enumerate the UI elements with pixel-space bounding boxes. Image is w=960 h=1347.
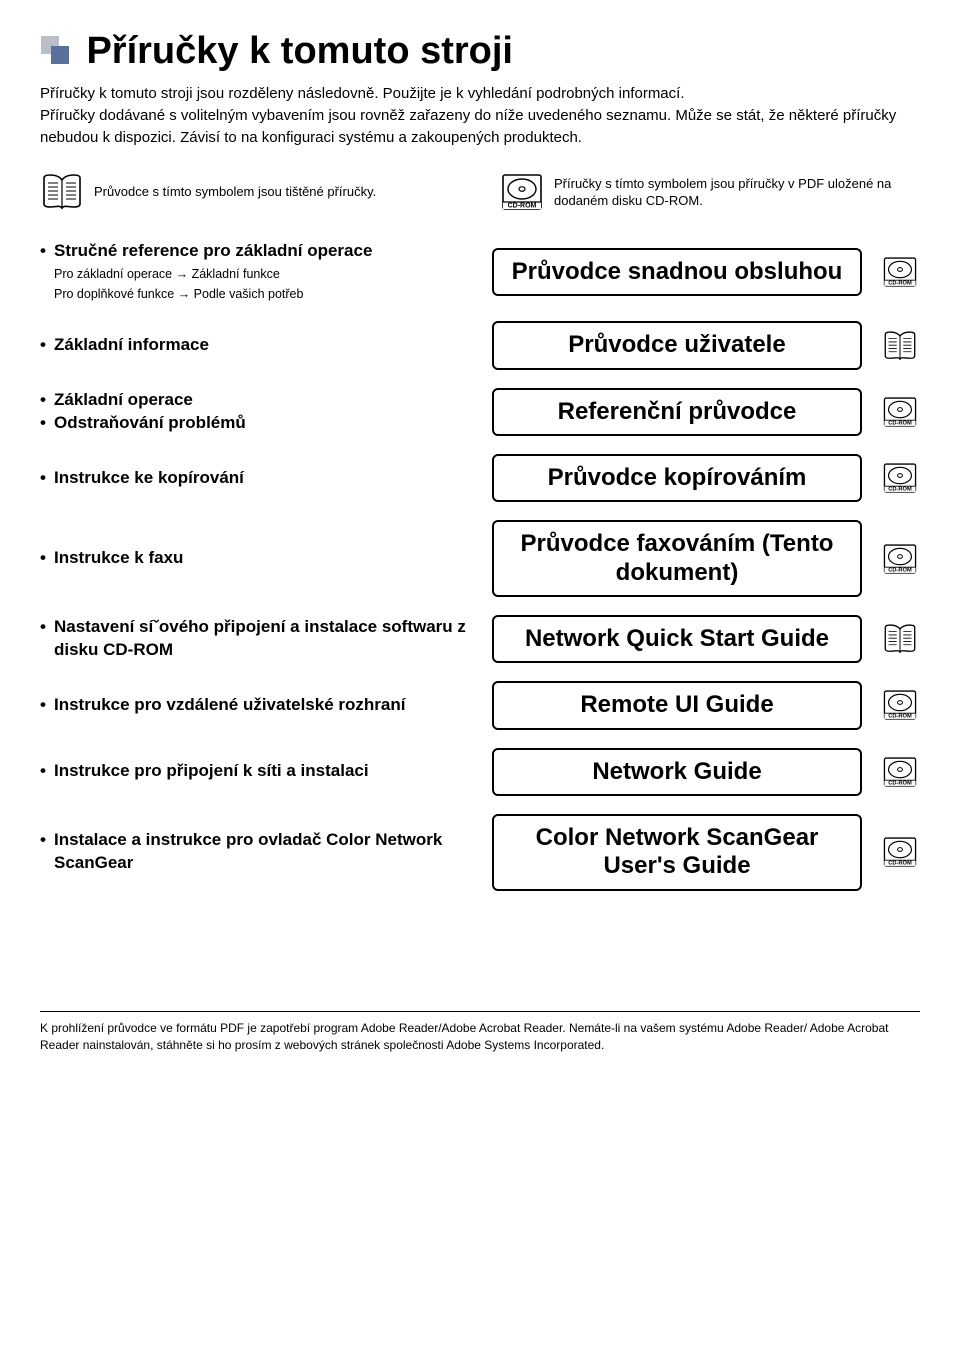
cd-rom-icon bbox=[880, 461, 920, 495]
cd-rom-icon bbox=[880, 835, 920, 869]
guide-row: Instrukce ke kopírování Průvodce kopírová… bbox=[40, 454, 920, 502]
left-sub-item: Pro základní operace → Základní funkce bbox=[40, 265, 474, 283]
legend-printed: Průvodce s tímto symbolem jsou tištěné p… bbox=[40, 172, 460, 212]
row-left: Nastavení síˇového připojení a instalace… bbox=[40, 616, 474, 662]
guide-box: Průvodce kopírováním bbox=[492, 454, 862, 502]
cd-rom-icon bbox=[880, 755, 920, 789]
legend-row: Průvodce s tímto symbolem jsou tištěné p… bbox=[40, 172, 920, 212]
guide-box: Network Quick Start Guide bbox=[492, 615, 862, 663]
row-left: Instrukce pro vzdálené uživatelské rozhr… bbox=[40, 694, 474, 717]
guide-box: Color Network ScanGear User's Guide bbox=[492, 814, 862, 891]
left-bullet-item: Základní operace bbox=[40, 389, 474, 412]
legend-cdrom-text: Příručky s tímto symbolem jsou příručky … bbox=[554, 175, 920, 210]
cd-rom-icon bbox=[880, 688, 920, 722]
cd-rom-icon bbox=[880, 542, 920, 576]
left-bullet-item: Instrukce ke kopírování bbox=[40, 467, 474, 490]
left-bullet-item: Instrukce pro vzdálené uživatelské rozhr… bbox=[40, 694, 474, 717]
left-bullet-item: Základní informace bbox=[40, 334, 474, 357]
guide-row: Instrukce k faxu Průvodce faxováním (Tent… bbox=[40, 520, 920, 597]
left-bullet-item: Odstraňování problémů bbox=[40, 412, 474, 435]
book-icon bbox=[880, 329, 920, 363]
header-squares-icon bbox=[40, 35, 74, 69]
legend-printed-text: Průvodce s tímto symbolem jsou tištěné p… bbox=[94, 183, 376, 201]
row-left: Instrukce ke kopírování bbox=[40, 467, 474, 490]
left-bullet-item: Stručné reference pro základní operace bbox=[40, 240, 474, 263]
guide-rows: Stručné reference pro základní operace Pr… bbox=[40, 240, 920, 890]
left-bullet-item: Nastavení síˇového připojení a instalace… bbox=[40, 616, 474, 662]
row-left: Instalace a instrukce pro ovladač Color … bbox=[40, 829, 474, 875]
left-sub-item: Pro doplňkové funkce → Podle vašich potř… bbox=[40, 285, 474, 303]
row-left: Základní operaceOdstraňování problémů bbox=[40, 389, 474, 435]
row-left: Instrukce k faxu bbox=[40, 547, 474, 570]
left-bullet-item: Instrukce k faxu bbox=[40, 547, 474, 570]
row-left: Stručné reference pro základní operace Pr… bbox=[40, 240, 474, 303]
page-title: Příručky k tomuto stroji bbox=[86, 30, 513, 72]
footer-separator bbox=[40, 1011, 920, 1012]
guide-row: Instrukce pro připojení k síti a instala… bbox=[40, 748, 920, 796]
book-icon bbox=[880, 622, 920, 656]
guide-row: Základní informace Průvodce uživatele bbox=[40, 321, 920, 369]
guide-box: Průvodce snadnou obsluhou bbox=[492, 248, 862, 296]
guide-box: Referenční průvodce bbox=[492, 388, 862, 436]
guide-row: Instalace a instrukce pro ovladač Color … bbox=[40, 814, 920, 891]
row-left: Instrukce pro připojení k síti a instala… bbox=[40, 760, 474, 783]
guide-row: Stručné reference pro základní operace Pr… bbox=[40, 240, 920, 303]
guide-box: Průvodce faxováním (Tento dokument) bbox=[492, 520, 862, 597]
guide-row: Instrukce pro vzdálené uživatelské rozhr… bbox=[40, 681, 920, 729]
legend-cdrom: Příručky s tímto symbolem jsou příručky … bbox=[500, 172, 920, 212]
left-bullet-item: Instalace a instrukce pro ovladač Color … bbox=[40, 829, 474, 875]
cd-rom-icon bbox=[880, 255, 920, 289]
page-header: Příručky k tomuto stroji bbox=[40, 30, 920, 73]
cd-rom-icon bbox=[500, 172, 544, 212]
row-left: Základní informace bbox=[40, 334, 474, 357]
guide-row: Základní operaceOdstraňování problémů Ref… bbox=[40, 388, 920, 436]
guide-box: Remote UI Guide bbox=[492, 681, 862, 729]
guide-row: Nastavení síˇového připojení a instalace… bbox=[40, 615, 920, 663]
footer-text: K prohlížení průvodce ve formátu PDF je … bbox=[40, 1020, 920, 1055]
cd-rom-icon bbox=[880, 395, 920, 429]
intro-paragraph: Příručky k tomuto stroji jsou rozděleny … bbox=[40, 83, 920, 148]
book-icon bbox=[40, 172, 84, 212]
guide-box: Průvodce uživatele bbox=[492, 321, 862, 369]
left-bullet-item: Instrukce pro připojení k síti a instala… bbox=[40, 760, 474, 783]
guide-box: Network Guide bbox=[492, 748, 862, 796]
